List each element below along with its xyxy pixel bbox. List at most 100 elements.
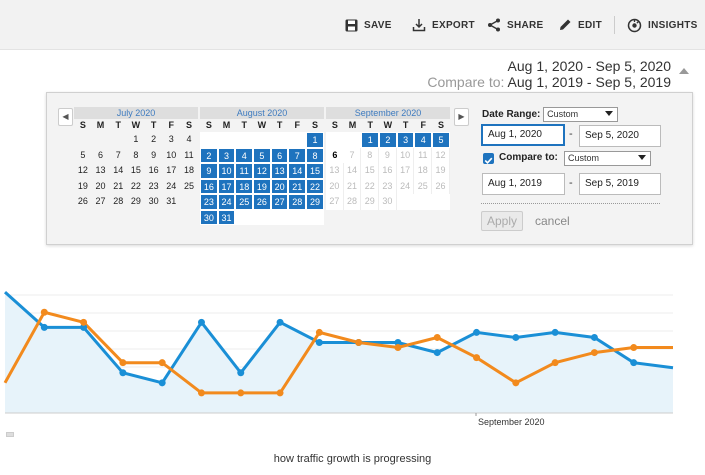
data-point[interactable] (433, 333, 441, 341)
data-point[interactable] (158, 379, 166, 387)
scroll-handle[interactable] (6, 432, 14, 437)
calendar-day[interactable]: 22 (361, 178, 380, 194)
calendar-day[interactable]: 23 (379, 178, 397, 194)
data-point[interactable] (276, 389, 284, 397)
calendar-day[interactable]: 4 (186, 134, 192, 144)
calendar-day[interactable]: 26 (77, 196, 88, 206)
calendar-day[interactable]: 19 (432, 163, 450, 179)
compare-start-input[interactable]: Aug 1, 2019 (482, 173, 565, 195)
data-point[interactable] (315, 328, 323, 336)
edit-button[interactable]: EDIT (558, 14, 602, 36)
calendar-day[interactable]: 30 (379, 194, 397, 210)
compare-end-input[interactable]: Sep 5, 2019 (579, 173, 661, 195)
calendar-day[interactable]: 2 (151, 134, 157, 144)
calendar-day[interactable]: 13 (95, 165, 106, 175)
data-point[interactable] (551, 328, 559, 336)
calendar-day[interactable]: 20 (95, 180, 106, 191)
calendar-day[interactable]: 4 (414, 132, 433, 148)
data-point[interactable] (433, 349, 441, 357)
start-date-input[interactable]: Aug 1, 2020 (481, 124, 565, 146)
data-point[interactable] (276, 318, 284, 326)
compare-checkbox[interactable] (483, 153, 494, 164)
calendar-day[interactable]: 28 (343, 194, 362, 210)
calendar-day[interactable]: 7 (115, 149, 121, 160)
calendar-day[interactable]: 12 (77, 165, 88, 175)
calendar-day[interactable]: 4 (235, 147, 254, 163)
calendar-day[interactable]: 25 (235, 194, 254, 210)
calendar-day[interactable]: 1 (133, 134, 139, 144)
calendar-day[interactable]: 25 (183, 180, 194, 191)
calendar-day[interactable]: 27 (326, 194, 344, 210)
calendar-day[interactable]: 15 (306, 163, 324, 179)
data-point[interactable] (237, 369, 245, 377)
data-point[interactable] (40, 308, 48, 316)
insights-button[interactable]: INSIGHTS (627, 14, 698, 36)
calendar-day[interactable]: 14 (113, 165, 124, 175)
export-button[interactable]: EXPORT (412, 14, 475, 36)
calendar-day[interactable]: 24 (217, 194, 236, 210)
data-point[interactable] (237, 389, 245, 397)
calendar-day[interactable]: 20 (326, 178, 344, 194)
collapse-caret-icon[interactable] (679, 68, 689, 74)
calendar-day[interactable]: 8 (306, 147, 324, 163)
calendar-day[interactable]: 24 (396, 178, 415, 194)
calendar-day[interactable]: 9 (151, 149, 157, 160)
calendar-day[interactable]: 12 (253, 163, 271, 179)
calendar-day[interactable]: 17 (396, 163, 415, 179)
apply-button[interactable]: Apply (481, 211, 524, 231)
calendar-day[interactable]: 28 (113, 196, 124, 206)
calendar-day[interactable]: 23 (200, 194, 218, 210)
calendar-day[interactable]: 6 (98, 149, 104, 160)
data-point[interactable] (119, 359, 127, 367)
calendar-day[interactable]: 7 (343, 147, 362, 163)
calendar-day[interactable]: 28 (288, 194, 307, 210)
data-point[interactable] (40, 323, 48, 331)
calendar-day[interactable]: 23 (148, 180, 159, 191)
data-point[interactable] (119, 369, 127, 377)
data-point[interactable] (394, 339, 402, 346)
calendar-day[interactable]: 15 (361, 163, 380, 179)
data-point[interactable] (394, 344, 402, 352)
calendar-day[interactable]: 1 (306, 132, 324, 148)
calendar-day[interactable]: 9 (379, 147, 397, 163)
calendar-day[interactable]: 3 (396, 132, 415, 148)
calendar-day[interactable]: 16 (200, 178, 218, 194)
calendar-day[interactable]: 14 (288, 163, 307, 179)
calendar-day[interactable]: 2 (379, 132, 397, 148)
share-button[interactable]: SHARE (487, 14, 544, 36)
calendar-day[interactable]: 11 (184, 149, 194, 160)
calendar-day[interactable]: 22 (130, 180, 141, 191)
calendar-day[interactable]: 11 (414, 147, 433, 163)
date-range-select[interactable]: Custom (543, 107, 619, 122)
calendar-day[interactable]: 21 (288, 178, 307, 194)
calendar-day[interactable]: 8 (361, 147, 380, 163)
data-point[interactable] (512, 379, 520, 387)
calendar-day[interactable]: 22 (306, 178, 324, 194)
calendar-day[interactable]: 19 (77, 180, 88, 191)
data-point[interactable] (630, 359, 638, 367)
calendar-day[interactable]: 21 (343, 178, 362, 194)
calendar-day[interactable]: 26 (432, 178, 450, 194)
calendar-day[interactable]: 9 (200, 163, 218, 179)
calendar-day[interactable]: 3 (217, 147, 236, 163)
calendar-day[interactable]: 18 (183, 165, 194, 175)
calendar-day[interactable]: 1 (361, 132, 380, 148)
data-point[interactable] (158, 359, 166, 367)
calendar-day[interactable]: 13 (270, 163, 289, 179)
calendar-day[interactable]: 30 (200, 209, 218, 225)
data-point[interactable] (315, 339, 323, 346)
calendar-day[interactable]: 26 (253, 194, 271, 210)
calendar-day[interactable]: 5 (253, 147, 271, 163)
calendar-day[interactable]: 27 (95, 196, 106, 206)
data-point[interactable] (590, 333, 598, 341)
data-point[interactable] (80, 318, 88, 326)
calendar-day[interactable]: 5 (432, 132, 450, 148)
calendar-day[interactable]: 8 (133, 149, 139, 160)
calendar-day[interactable]: 31 (217, 209, 236, 225)
calendar-day[interactable]: 27 (270, 194, 289, 210)
calendar-day[interactable]: 13 (326, 163, 344, 179)
data-point[interactable] (551, 359, 559, 367)
calendar-day[interactable]: 10 (166, 149, 177, 160)
save-button[interactable]: SAVE (345, 14, 392, 36)
calendar-day[interactable]: 11 (235, 163, 254, 179)
